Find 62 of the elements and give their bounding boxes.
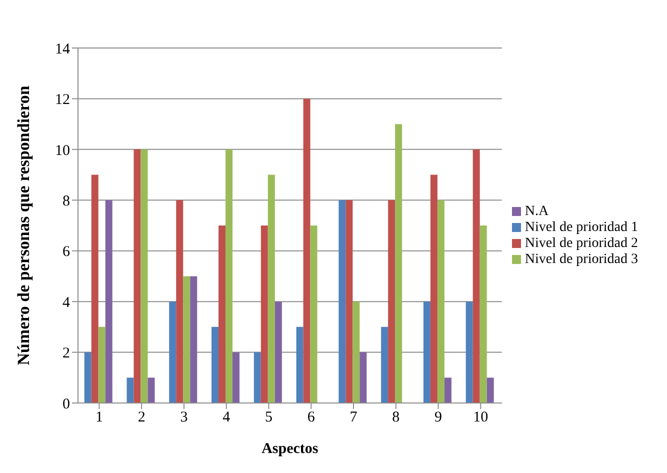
x-tick-label: 7: [350, 410, 358, 426]
bar: [444, 378, 452, 403]
y-tick-label: 10: [55, 142, 70, 159]
bar: [352, 302, 360, 403]
bar: [91, 174, 98, 403]
legend-label: Nivel de prioridad 2: [524, 236, 638, 250]
bar: [148, 378, 155, 403]
bar: [472, 149, 480, 403]
y-tick-label: 12: [55, 92, 70, 108]
x-tick-label: 8: [392, 410, 400, 426]
bar: [169, 302, 176, 403]
bar: [98, 326, 106, 403]
bar: [303, 98, 310, 403]
legend-label: Nivel de prioridad 1: [524, 220, 638, 234]
bar: [274, 302, 282, 403]
y-tick-label: 2: [62, 346, 70, 362]
y-tick-label: 14: [55, 41, 70, 58]
bar: [190, 276, 198, 403]
y-tick-label: 8: [62, 193, 70, 210]
bar: [381, 326, 388, 403]
legend-label: Nivel de prioridad 3: [524, 252, 638, 266]
bar: [140, 149, 148, 403]
y-tick-label: 0: [62, 396, 70, 412]
x-tick-label: 4: [222, 410, 231, 426]
bar: [296, 326, 304, 403]
bar: [105, 200, 112, 403]
bar: [84, 352, 92, 403]
y-tick-label: 4: [62, 294, 70, 311]
bar: [254, 352, 261, 403]
bar: [423, 302, 430, 403]
bar: [486, 378, 494, 403]
bar: [176, 200, 184, 403]
bar: [388, 200, 396, 403]
bar: [346, 200, 353, 403]
x-tick-label: 1: [95, 410, 103, 426]
bar: [360, 352, 367, 403]
bar: [430, 174, 438, 403]
bar: [126, 378, 134, 403]
x-tick-label: 3: [180, 410, 188, 426]
x-tick-label: 6: [307, 410, 316, 426]
bar: [466, 302, 473, 403]
bar: [226, 149, 233, 403]
bar: [183, 276, 190, 403]
x-tick-label: 5: [264, 410, 272, 426]
bar: [395, 124, 402, 403]
bar: [260, 226, 268, 403]
bar: [218, 226, 226, 403]
y-axis-title: Número de personas que respondieron: [14, 85, 34, 366]
bar: [437, 200, 444, 403]
x-tick-label: 2: [138, 410, 146, 426]
bar: [338, 200, 346, 403]
y-tick-label: 6: [62, 244, 70, 260]
x-tick-label: 10: [473, 410, 488, 426]
bar: [134, 149, 141, 403]
bar: [232, 352, 240, 403]
bar: [480, 226, 487, 403]
bar: [268, 174, 275, 403]
bar: [310, 226, 318, 403]
legend-label: N.A: [524, 204, 549, 218]
x-axis-title: Aspectos: [262, 441, 318, 457]
bar: [212, 326, 219, 403]
x-tick-label: 9: [434, 410, 442, 426]
